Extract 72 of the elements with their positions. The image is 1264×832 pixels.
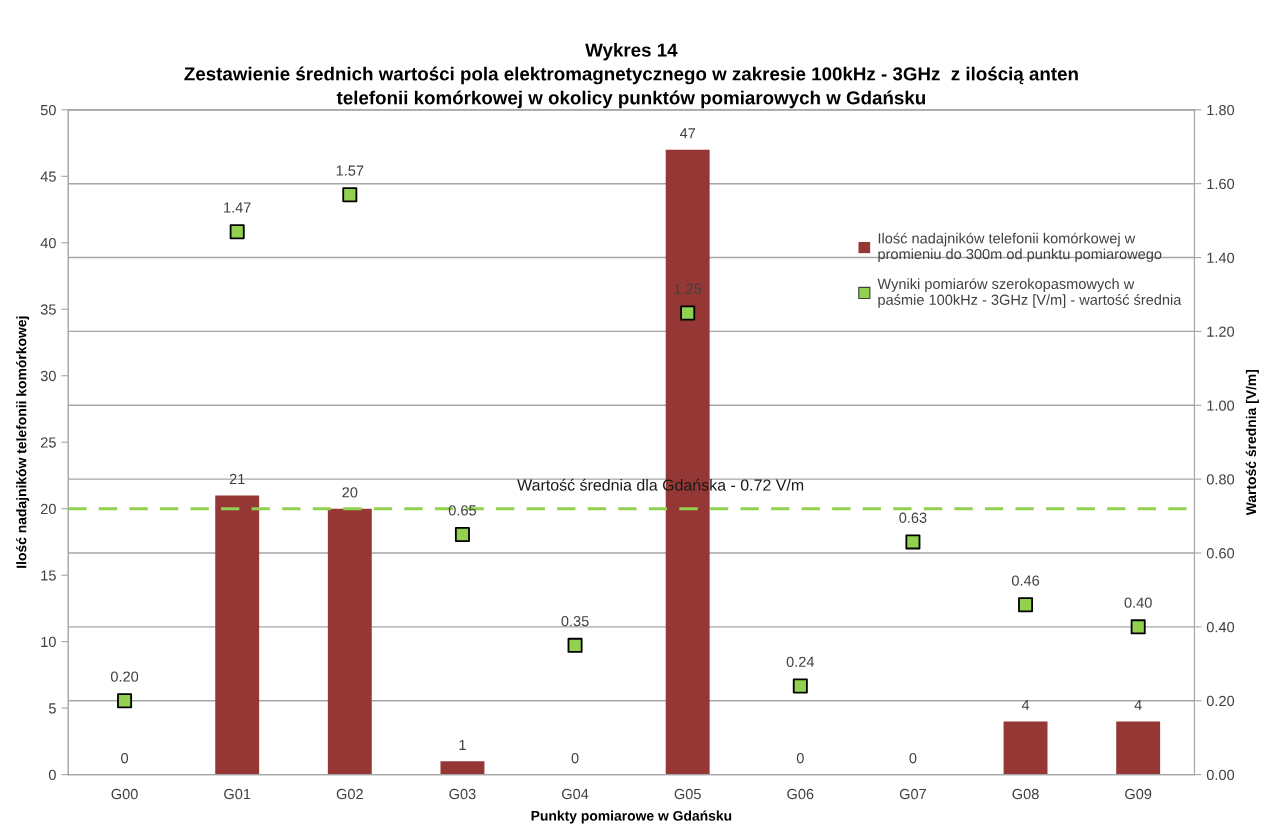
- x-axis-title: Punkty pomiarowe w Gdańsku: [531, 810, 732, 824]
- x-tick-label: G01: [224, 788, 251, 800]
- bar: [327, 508, 372, 775]
- x-tick-label: G05: [674, 788, 701, 800]
- data-label: 0: [571, 753, 579, 764]
- point: [1018, 597, 1034, 613]
- y2-tick-label: 1.20: [1207, 326, 1235, 337]
- y-axis-title: Ilość nadajników telefonii komórkowej: [16, 316, 30, 568]
- chart-title: Wykres 14 Zestawienie średnich wartości pola elektromagnetycznego w zakresie 100kHz - 3GHz z ilością anten telefonii komórkowej w okolicy punktów pomiarowych w Gdańsku: [184, 42, 1078, 109]
- data-label: 0: [121, 753, 129, 764]
- data-label: 0.35: [561, 616, 589, 627]
- y-tick-label: 25: [40, 437, 56, 448]
- data-label: 1: [459, 739, 466, 750]
- legend-label: Ilość nadajników telefonii komórkowej w promieniu do 300m od punktu pomiarowego: [878, 232, 1162, 263]
- bar: [1003, 721, 1048, 775]
- y-tick-label: 15: [41, 570, 56, 581]
- point: [342, 187, 358, 203]
- x-tick-label: G06: [787, 788, 814, 800]
- x-tick-label: G04: [562, 788, 589, 800]
- data-label: 0.20: [110, 671, 139, 682]
- point: [454, 527, 470, 543]
- y2-tick-label: 0.40: [1206, 621, 1235, 633]
- point: [229, 224, 245, 240]
- y-tick-label: 40: [40, 237, 56, 249]
- data-label: 21: [229, 473, 245, 485]
- point: [680, 305, 696, 321]
- y2-tick-label: 0.20: [1206, 695, 1235, 707]
- y2-tick-label: 0.60: [1206, 548, 1235, 559]
- data-label: 1.57: [336, 165, 364, 176]
- x-tick-label: G00: [111, 788, 138, 800]
- bar: [1116, 721, 1161, 775]
- data-label: 0.46: [1011, 575, 1040, 586]
- data-label: 0.63: [899, 512, 927, 523]
- data-label: 0: [796, 753, 804, 764]
- data-label: 4: [1134, 700, 1142, 711]
- y-tick-label: 10: [41, 636, 56, 648]
- y2-tick-label: 0.80: [1206, 474, 1235, 485]
- legend-label: Wyniki pomiarów szerokopasmowych w paśmie 100kHz - 3GHz [V/m] - wartość średnia: [877, 278, 1182, 308]
- data-label: 0.24: [786, 656, 815, 667]
- y-tick-label: 0: [48, 769, 56, 781]
- y-tick-label: 30: [40, 370, 56, 382]
- data-label: 0: [909, 753, 917, 764]
- data-label: 0.65: [448, 505, 477, 516]
- x-tick-label: G08: [1012, 788, 1039, 800]
- y-tick-label: 50: [40, 104, 56, 116]
- x-tick-label: G09: [1125, 788, 1152, 800]
- y2-tick-label: 0.00: [1206, 769, 1235, 781]
- y2-axis-title: Wartość średnia [V/m]: [1245, 369, 1259, 516]
- point: [905, 534, 921, 550]
- bar: [215, 495, 260, 775]
- point: [792, 678, 808, 694]
- y-tick-label: 45: [40, 171, 56, 182]
- data-label: 4: [1021, 700, 1030, 711]
- x-tick-label: G02: [336, 788, 363, 800]
- y-tick-label: 35: [40, 304, 56, 315]
- point: [567, 637, 583, 653]
- x-tick-label: G03: [449, 788, 476, 800]
- y-tick-label: 5: [48, 703, 56, 714]
- point: [117, 693, 133, 709]
- y2-tick-label: 1.80: [1207, 104, 1235, 116]
- data-label: 0.40: [1124, 597, 1152, 608]
- data-label: 1.47: [224, 202, 251, 213]
- data-label: 1.25: [674, 283, 702, 294]
- point: [1130, 619, 1146, 635]
- y2-tick-label: 1.00: [1207, 400, 1235, 411]
- y2-tick-label: 1.40: [1207, 252, 1235, 263]
- x-tick-label: G07: [899, 788, 926, 800]
- y-tick-label: 20: [40, 503, 56, 515]
- data-label: 20: [342, 487, 358, 498]
- y2-tick-label: 1.60: [1207, 178, 1235, 190]
- data-label: 47: [679, 128, 696, 139]
- bar: [440, 761, 485, 775]
